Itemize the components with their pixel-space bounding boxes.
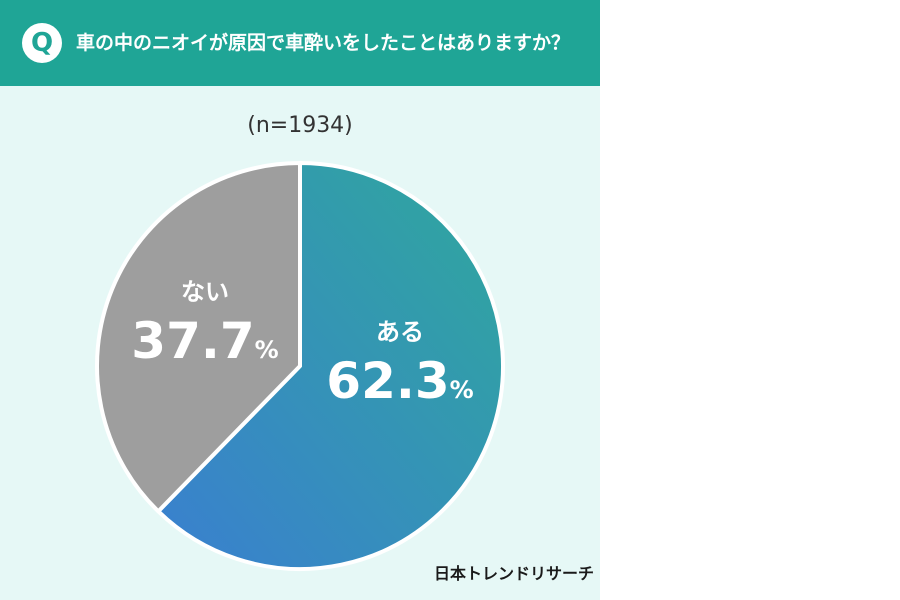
- slice-category-label: ない: [181, 278, 229, 306]
- brand-logo: 日本トレンドリサーチ: [434, 564, 595, 583]
- slice-category-label: ある: [376, 318, 424, 346]
- slice-percent-label: 37.7%: [131, 312, 278, 370]
- pie-slice-yes: [156, 161, 505, 571]
- question-text: 車の中のニオイが原因で車酔いをしたことはありますか？: [76, 32, 571, 54]
- slice-percent-label: 62.3%: [326, 352, 473, 410]
- pie-chart: ある 62.3% ない 37.7%: [95, 161, 505, 571]
- sample-size: (n=1934): [247, 113, 353, 138]
- q-badge: Q: [22, 23, 62, 63]
- question-header: Q 車の中のニオイが原因で車酔いをしたことはありますか？: [0, 0, 600, 86]
- pie-slice-no: [95, 161, 302, 514]
